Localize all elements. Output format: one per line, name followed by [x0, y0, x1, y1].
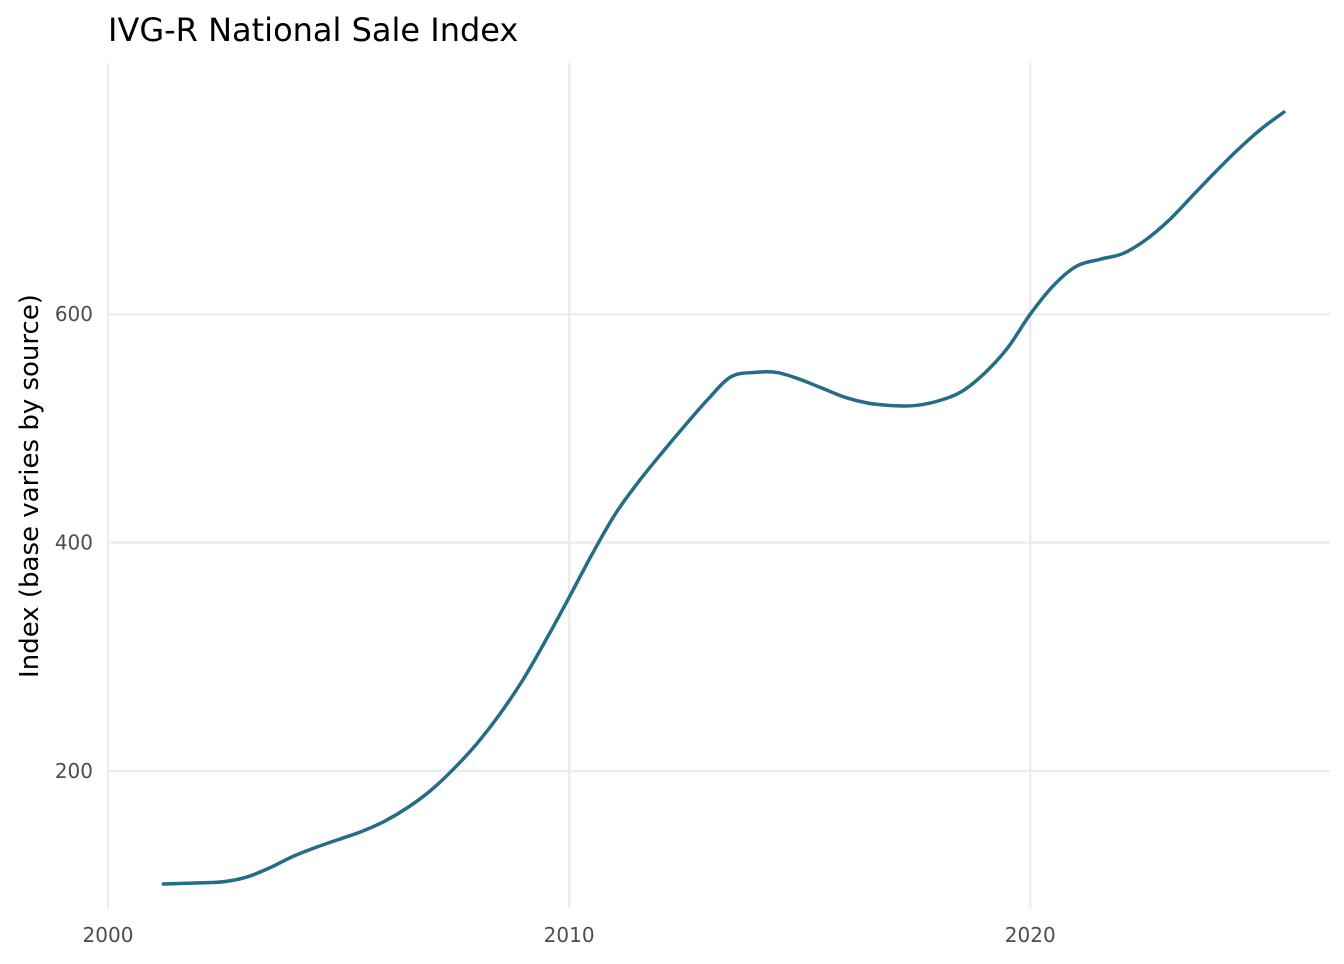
- x-tick-label: 2020: [1005, 923, 1056, 947]
- y-tick-label: 600: [55, 302, 93, 326]
- y-axis-title: Index (base varies by source): [15, 294, 45, 678]
- grid-layer: [106, 63, 1330, 908]
- series-layer: [161, 110, 1286, 886]
- x-tick-label: 2000: [83, 923, 134, 947]
- series-line-1: [161, 110, 1286, 886]
- y-tick-label: 200: [55, 759, 93, 783]
- x-tick-label: 2010: [544, 923, 595, 947]
- tick-layer: 2000 2010 2020 200 400 600: [55, 302, 1056, 947]
- chart-title: IVG-R National Sale Index: [108, 11, 518, 49]
- y-tick-label: 400: [55, 531, 93, 555]
